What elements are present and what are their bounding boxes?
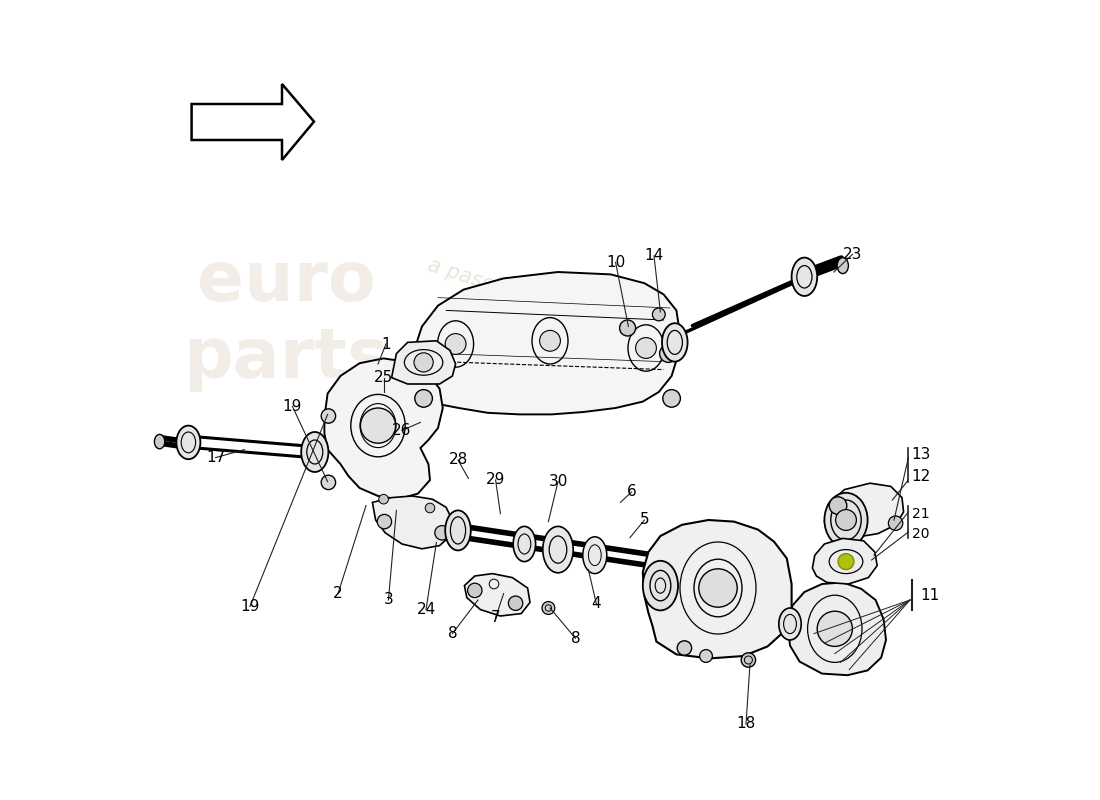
Polygon shape — [373, 496, 452, 549]
Text: 11: 11 — [921, 588, 939, 602]
Text: 29: 29 — [486, 473, 505, 487]
Ellipse shape — [837, 258, 848, 274]
Ellipse shape — [779, 608, 801, 640]
Polygon shape — [813, 538, 877, 584]
Circle shape — [836, 510, 857, 530]
Text: 21: 21 — [912, 506, 930, 521]
Circle shape — [414, 353, 433, 372]
Text: 7: 7 — [491, 610, 501, 625]
Text: 8: 8 — [571, 631, 581, 646]
Text: 30: 30 — [548, 474, 568, 489]
Text: euro
parts: euro parts — [184, 248, 388, 392]
Ellipse shape — [514, 526, 536, 562]
Text: 14: 14 — [645, 249, 663, 263]
Text: 1: 1 — [382, 337, 390, 351]
Ellipse shape — [176, 426, 200, 459]
Circle shape — [817, 611, 852, 646]
Circle shape — [889, 516, 903, 530]
Text: 2: 2 — [333, 586, 343, 601]
Ellipse shape — [446, 510, 471, 550]
Text: 25: 25 — [374, 370, 393, 385]
Circle shape — [678, 641, 692, 655]
Circle shape — [652, 308, 666, 321]
Polygon shape — [788, 582, 886, 675]
Ellipse shape — [662, 323, 688, 362]
Polygon shape — [392, 341, 455, 384]
Ellipse shape — [824, 493, 868, 547]
Text: 13: 13 — [912, 447, 931, 462]
Circle shape — [540, 330, 560, 351]
Circle shape — [422, 342, 440, 359]
Circle shape — [838, 554, 854, 570]
Circle shape — [663, 390, 681, 407]
Circle shape — [377, 514, 392, 529]
Polygon shape — [324, 358, 443, 499]
Text: 4: 4 — [592, 597, 602, 611]
Polygon shape — [464, 574, 530, 616]
Circle shape — [321, 475, 336, 490]
Text: 26: 26 — [393, 423, 411, 438]
Circle shape — [619, 320, 636, 336]
Circle shape — [415, 390, 432, 407]
Text: 20: 20 — [912, 527, 930, 542]
Ellipse shape — [642, 561, 678, 610]
Ellipse shape — [583, 537, 607, 574]
Polygon shape — [642, 520, 792, 658]
Circle shape — [434, 526, 449, 540]
Circle shape — [378, 494, 388, 504]
Text: 6: 6 — [627, 485, 637, 499]
Text: 10: 10 — [606, 255, 625, 270]
Circle shape — [426, 503, 434, 513]
Circle shape — [508, 596, 522, 610]
Circle shape — [700, 650, 713, 662]
Text: 3: 3 — [384, 593, 394, 607]
Text: 5: 5 — [639, 513, 649, 527]
Circle shape — [446, 334, 466, 354]
Circle shape — [660, 345, 678, 362]
Polygon shape — [414, 272, 680, 414]
Text: 18: 18 — [736, 717, 756, 731]
Text: 12: 12 — [912, 470, 931, 484]
Circle shape — [542, 602, 554, 614]
Text: 17: 17 — [206, 450, 225, 465]
Ellipse shape — [542, 526, 573, 573]
Text: a passion for parts since: a passion for parts since — [426, 255, 674, 353]
Ellipse shape — [792, 258, 817, 296]
Text: 28: 28 — [449, 453, 468, 467]
Text: 8: 8 — [448, 626, 458, 641]
Circle shape — [636, 338, 657, 358]
Polygon shape — [824, 483, 903, 538]
Circle shape — [829, 497, 847, 514]
Ellipse shape — [154, 434, 165, 449]
Circle shape — [468, 583, 482, 598]
Ellipse shape — [301, 432, 329, 472]
Circle shape — [698, 569, 737, 607]
Text: 19: 19 — [240, 599, 260, 614]
Text: 24: 24 — [417, 602, 436, 617]
Text: 23: 23 — [843, 247, 862, 262]
Circle shape — [321, 409, 336, 423]
Text: 19: 19 — [283, 399, 302, 414]
Polygon shape — [191, 84, 313, 160]
Circle shape — [361, 408, 396, 443]
Circle shape — [741, 653, 756, 667]
